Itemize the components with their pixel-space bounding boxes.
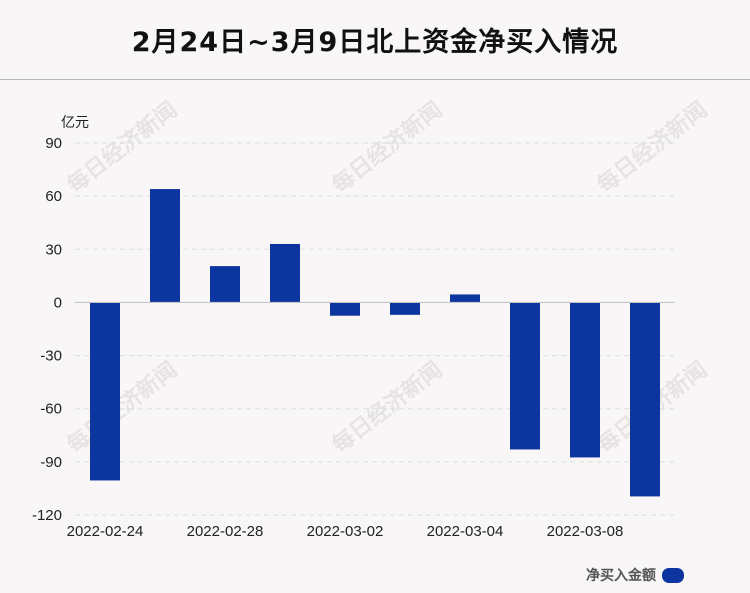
legend-label: 净买入金额 (586, 568, 656, 584)
chart-title: 2月24日~3月9日北上资金净买入情况 (131, 27, 619, 58)
bar (270, 243, 300, 303)
x-tick-label: 2022-02-24 (67, 523, 144, 540)
x-tick-label: 2022-03-02 (307, 523, 384, 540)
bar (450, 294, 480, 303)
y-tick-label: 0 (54, 294, 62, 311)
y-tick-label: 60 (45, 188, 62, 205)
y-tick-label: 90 (45, 135, 62, 152)
bar (330, 302, 360, 316)
y-axis-unit: 亿元 (61, 115, 89, 131)
title-bar: 2月24日~3月9日北上资金净买入情况 (0, 0, 750, 80)
y-tick-label: -90 (40, 454, 62, 471)
x-tick-label: 2022-02-28 (187, 523, 264, 540)
bar (150, 189, 180, 303)
bar (390, 302, 420, 315)
legend: 净买入金额 (586, 565, 684, 585)
legend-swatch (662, 567, 684, 583)
y-tick-label: -30 (40, 348, 62, 365)
y-tick-label: 30 (45, 241, 62, 258)
bar (570, 302, 600, 458)
bar (630, 302, 660, 497)
x-tick-label: 2022-03-08 (547, 523, 624, 540)
bar (510, 302, 540, 450)
y-tick-label: -60 (40, 401, 62, 418)
bar (210, 266, 240, 303)
x-tick-label: 2022-03-04 (427, 523, 504, 540)
bar (90, 302, 120, 481)
y-tick-label: -120 (32, 507, 62, 524)
